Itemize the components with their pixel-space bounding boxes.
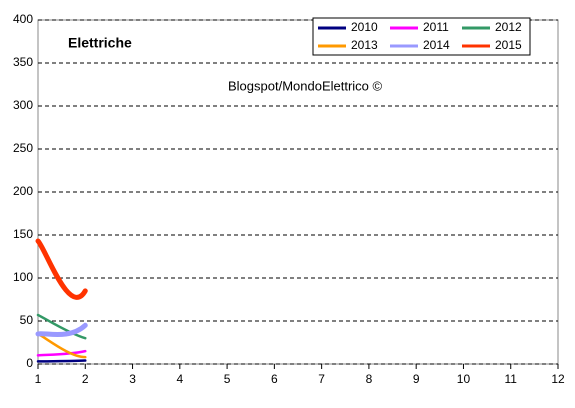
x-tick-label: 8 — [366, 372, 373, 386]
legend-label: 2012 — [495, 20, 522, 34]
y-tick-label: 250 — [13, 141, 33, 155]
x-tick-label: 11 — [504, 372, 517, 386]
x-tick-label: 1 — [35, 372, 42, 386]
x-tick-label: 7 — [318, 372, 325, 386]
legend-label: 2015 — [495, 38, 522, 52]
series-line — [36, 359, 87, 363]
x-tick-label: 9 — [413, 372, 420, 386]
y-tick-label: 100 — [13, 270, 33, 284]
x-tick-label: 12 — [551, 372, 565, 386]
y-tick-label: 0 — [26, 356, 33, 370]
y-tick-label: 50 — [20, 313, 34, 327]
legend-label: 2013 — [351, 38, 378, 52]
y-tick-label: 200 — [13, 184, 33, 198]
x-tick-label: 10 — [457, 372, 471, 386]
y-tick-label: 300 — [13, 98, 33, 112]
annotation: Blogspot/MondoElettrico © — [228, 78, 383, 93]
y-tick-label: 350 — [13, 55, 33, 69]
series-line — [35, 238, 88, 300]
x-tick-label: 6 — [271, 372, 278, 386]
x-tick-label: 4 — [176, 372, 183, 386]
y-tick-label: 150 — [13, 227, 33, 241]
x-tick-label: 5 — [224, 372, 231, 386]
legend-label: 2011 — [423, 20, 449, 34]
chart-title: Elettriche — [68, 35, 132, 51]
x-tick-label: 2 — [82, 372, 89, 386]
series-line — [35, 322, 88, 338]
series-line — [36, 313, 87, 340]
y-tick-label: 400 — [13, 12, 33, 26]
x-tick-label: 3 — [129, 372, 136, 386]
series-line — [36, 349, 87, 357]
legend-label: 2010 — [351, 20, 378, 34]
legend-label: 2014 — [423, 38, 450, 52]
legend-box — [312, 17, 531, 56]
